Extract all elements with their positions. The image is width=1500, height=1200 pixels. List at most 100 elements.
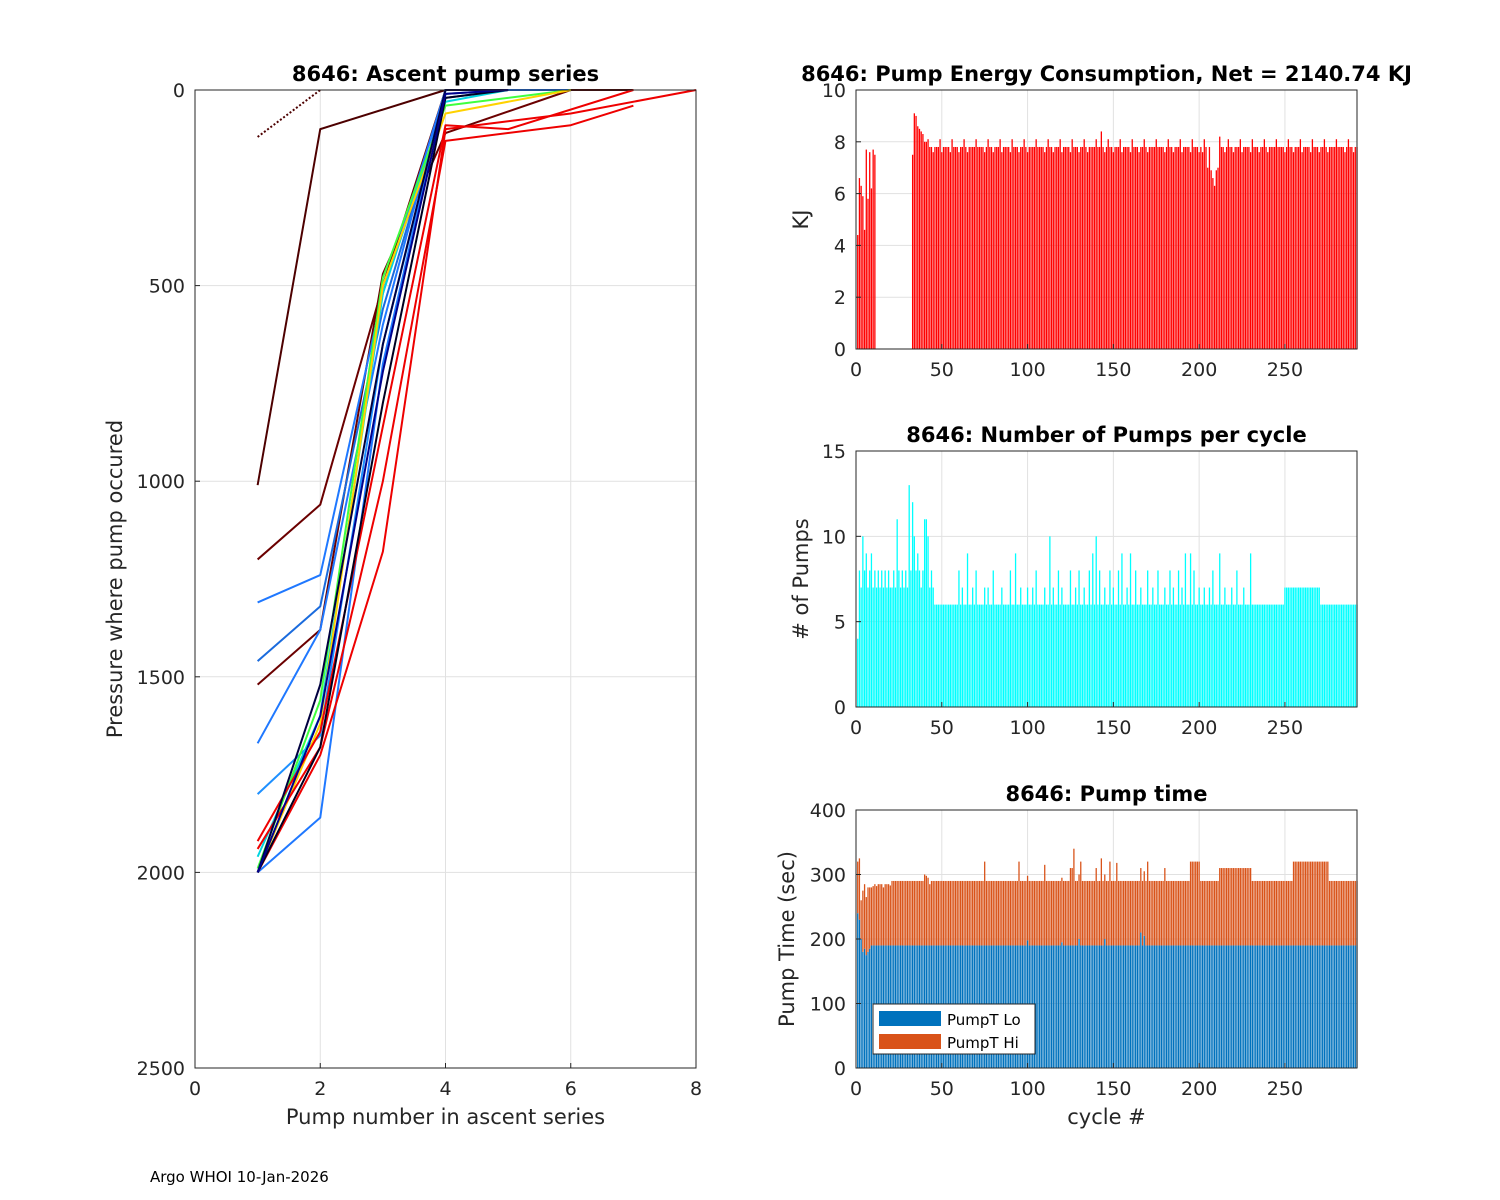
ascent-series-line-12 [256,104,634,850]
energy-bar [972,146,974,349]
pumptime-hi-bar [1217,880,1219,946]
pumps-bar [1270,604,1272,707]
pumps-bar [1306,587,1308,707]
pumptime-hi-bar [1026,875,1029,941]
pumptime-x-axis-label: cycle # [1067,1105,1146,1129]
pumptime-lo-bar [1318,945,1320,1068]
energy-bar [1272,146,1274,349]
pumptime-lo-bar [1069,945,1072,1068]
pumptime-hi-bar [893,880,895,946]
pumptime-hi-bar [948,880,950,946]
pumptime-lo-bar [1184,945,1187,1068]
pumps-bar [1177,570,1180,707]
pumps-bar [1002,604,1005,707]
energy-bar [1234,146,1236,349]
pumps-bar [935,604,938,707]
pumptime-hi-bar [1231,868,1233,946]
pumptime-hi-bar [1253,880,1255,946]
pumps-bar [1111,604,1113,707]
energy-bar [1076,146,1078,349]
ascent-series-line-9 [256,89,509,858]
pumptime-hi-bar [1306,861,1308,946]
pumptime-hi-bar [881,884,883,946]
pumptime-lo-bar [862,951,864,1068]
pumptime-lo-bar [1073,945,1075,1068]
pumptime-lo-bar [1227,945,1229,1068]
pumptime-lo-bar [1148,945,1151,1068]
pumps-bar [1145,604,1147,707]
pumptime-hi-bar [996,880,998,946]
pumptime-lo-bar [1274,945,1276,1068]
energy-x-tick-label: 200 [1181,359,1217,381]
pumptime-lo-bar [1037,945,1039,1068]
energy-bar [1032,146,1034,349]
energy-bar [863,229,866,349]
energy-bar [1128,146,1130,349]
pumptime-hi-bar [1275,880,1278,946]
pumps-bar [1335,604,1338,707]
pumptime-lo-bar [1342,945,1344,1068]
pumptime-hi-bar [1352,880,1355,946]
pumps-bar [857,638,859,707]
pumps-bar [1277,604,1279,707]
pumps-bar [1237,604,1240,707]
pumptime-hi-bar [923,874,926,946]
pumps-bar [1165,604,1168,707]
pumps-bar [1256,604,1259,707]
energy-bar [1016,146,1018,349]
pumps-bar [953,604,955,707]
pumptime-lo-bar [1140,932,1142,1068]
pumptime-hi-bar [1265,880,1267,946]
pumptime-hi-bar [1224,868,1226,946]
energy-bar [922,134,924,349]
pumptime-hi-bar [1292,861,1295,946]
pumptime-lo-bar [1352,945,1355,1068]
pumptime-hi-bar [1294,861,1296,946]
energy-x-tick-label: 50 [930,359,954,381]
energy-bar [1291,146,1293,349]
pumps-bar [1153,604,1156,707]
pumptime-hi-bar [1097,880,1099,946]
pumptime-hi-bar [1066,880,1068,946]
pumps-bar [1346,604,1348,707]
energy-bar [1313,146,1315,349]
pumptime-hi-bar [1198,861,1200,946]
pumptime-hi-bar [954,880,957,946]
pumps-bar [1141,604,1144,707]
energy-bar [1104,152,1106,349]
energy-bar [1021,146,1024,349]
pumptime-hi-bar [1016,880,1018,946]
energy-bar [944,146,946,349]
energy-bar [941,152,943,349]
pumptime-y-tick-label: 300 [810,865,846,887]
pumps-bar [1097,604,1099,707]
pumptime-hi-bar [1280,880,1283,946]
energy-bar [1009,152,1012,349]
pumptime-hi-bar [1282,880,1284,946]
energy-bar [1195,146,1197,349]
energy-bar [996,146,998,349]
pumptime-hi-bar [1313,861,1315,946]
energy-bar [1208,146,1211,349]
pumptime-lo-bar [1143,935,1145,1068]
pumptime-lo-bar [1138,945,1140,1068]
energy-plot-frame [855,89,1358,350]
energy-bar [1277,146,1279,349]
pumptime-hi-bar [1351,880,1353,946]
pumptime-hi-bar [1126,880,1128,946]
energy-bar [1100,131,1102,349]
energy-bar [1304,146,1307,349]
pumps-bar [1248,604,1250,707]
pumps-bar [1056,604,1058,707]
pumps-bar [1095,536,1097,707]
pumptime-hi-bar [973,880,976,946]
pumps-bar [994,604,996,707]
energy-bar [1171,146,1173,349]
pumps-bar [1030,604,1032,707]
energy-bar [1147,152,1149,349]
energy-bar [1172,152,1175,349]
pumptime-x-tick-label: 200 [1181,1078,1217,1100]
pumps-bar [1287,587,1290,707]
pumps-bar [942,604,945,707]
pumptime-hi-bar [1008,880,1010,946]
